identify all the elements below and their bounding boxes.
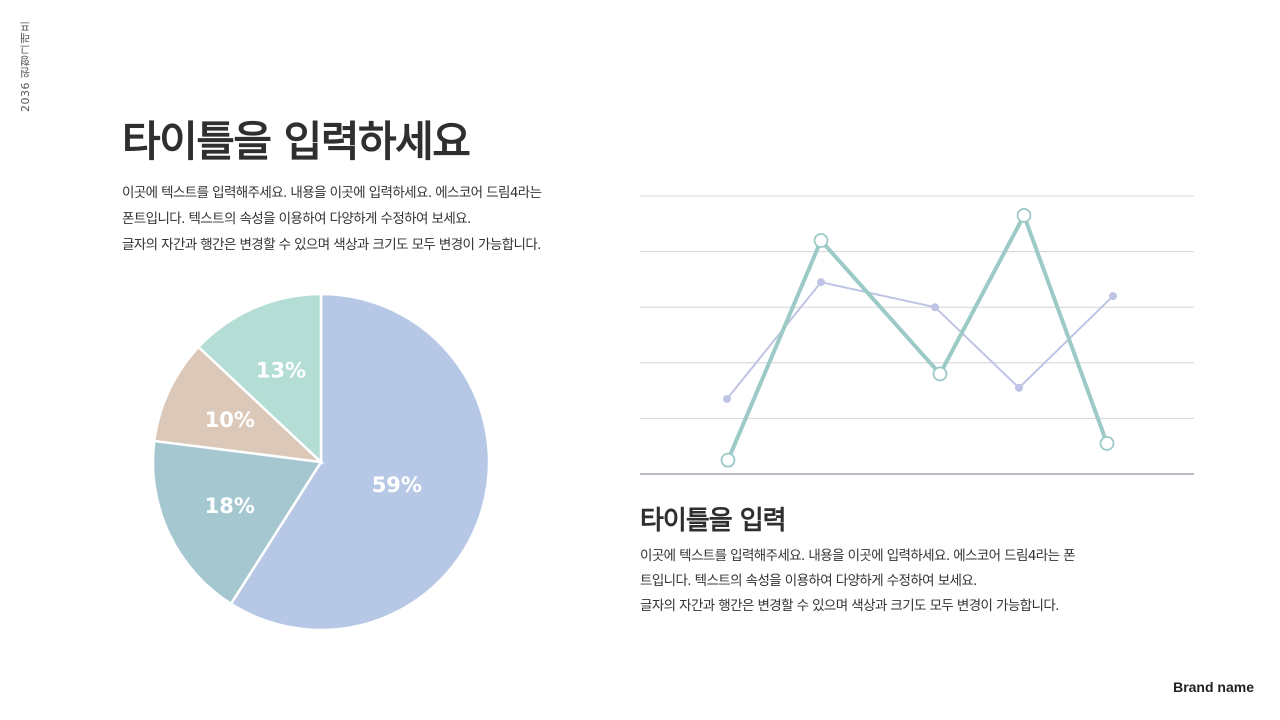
series-1-point <box>1099 436 1115 451</box>
sub-description-line: 트입니다. 텍스트의 속성을 이용하여 다양하게 수정하여 보세요. <box>640 573 977 589</box>
series-2-point <box>1109 292 1117 301</box>
pie-slice <box>152 345 325 464</box>
sub-description: 이곳에 텍스트를 입력해주세요. 내용을 이곳에 입력하세요. 에스코어 드림4… <box>640 544 1160 619</box>
pie-slice <box>196 292 323 465</box>
line-chart <box>630 180 1210 490</box>
series-1-point <box>813 233 829 248</box>
series-2-point <box>723 394 731 403</box>
series-1-point <box>720 452 736 468</box>
series-1-line <box>726 210 1109 461</box>
pie-slice-label: 10% <box>205 408 255 432</box>
sub-description-line: 글자의 자간과 행간은 변경할 수 있으며 색상과 크기도 모두 변경이 가능합… <box>640 598 1059 614</box>
pie-slice <box>151 439 324 606</box>
sub-description-line: 이곳에 텍스트를 입력해주세요. 내용을 이곳에 입력하세요. 에스코어 드림4… <box>640 548 1076 564</box>
main-description-line: 글자의 자간과 행간은 변경할 수 있으며 색상과 크기도 모두 변경이 가능합… <box>122 237 541 253</box>
pie-slice-label: 13% <box>256 358 306 382</box>
main-description-line: 폰트입니다. 텍스트의 속성을 이용하여 다양하게 수정하여 보세요. <box>122 211 471 227</box>
main-title: 타이틀을 입력하세요 <box>122 117 471 166</box>
series-2-point <box>931 303 939 312</box>
main-description: 이곳에 텍스트를 입력해주세요. 내용을 이곳에 입력하세요. 에스코어 드림4… <box>122 180 612 258</box>
series-2-point <box>1015 383 1023 392</box>
series-1-point <box>932 366 948 382</box>
pie-chart: 59% 18% 10% 13% <box>140 280 502 642</box>
series-2-point <box>817 278 825 287</box>
series-1-point <box>1016 208 1032 223</box>
sub-title: 타이틀을 입력 <box>640 506 787 536</box>
side-label: 2036 원형그래프 <box>19 20 32 113</box>
pie-slice <box>229 292 491 632</box>
pie-slice-label: 59% <box>372 473 422 497</box>
main-description-line: 이곳에 텍스트를 입력해주세요. 내용을 이곳에 입력하세요. 에스코어 드림4… <box>122 185 542 201</box>
pie-slice-label: 18% <box>205 494 255 518</box>
brand-name: Brand name <box>1173 679 1254 695</box>
